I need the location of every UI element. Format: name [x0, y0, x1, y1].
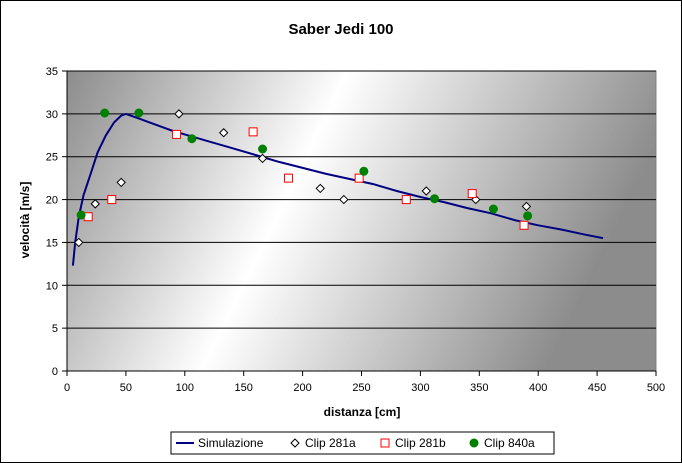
- x-tick-label: 350: [470, 382, 488, 394]
- data-point: [467, 189, 477, 199]
- x-tick-label: 300: [411, 382, 429, 394]
- data-point: [283, 173, 293, 183]
- y-tick-label: 10: [46, 280, 58, 292]
- legend-item: Clip 281b: [380, 436, 446, 450]
- y-tick-label: 20: [46, 195, 58, 207]
- x-tick-label: 450: [588, 382, 606, 394]
- data-point: [421, 186, 431, 196]
- data-point: [107, 195, 117, 205]
- series-clip-840a: [76, 108, 533, 221]
- series-clip-281b: [83, 127, 529, 230]
- data-point: [257, 153, 268, 164]
- plot-area: [66, 70, 657, 372]
- data-point: [90, 199, 100, 209]
- y-tick-label: 35: [46, 66, 58, 78]
- series-layer: [71, 108, 604, 266]
- data-point: [521, 201, 532, 212]
- y-axis-ticks: 0 5 10 15 20 25 30 35: [46, 66, 67, 378]
- legend-swatch: [469, 438, 479, 448]
- x-tick-label: 200: [293, 382, 311, 394]
- series-simulazione: [71, 112, 604, 266]
- x-axis-ticks: 0 50 100 150 200 250 300 350 400 450 500: [64, 371, 665, 394]
- legend-box: [170, 431, 555, 455]
- legend-item: Simulazione: [176, 436, 264, 450]
- data-point: [174, 109, 184, 119]
- x-tick-label: 500: [647, 382, 665, 394]
- data-point: [401, 195, 411, 205]
- y-tick-label: 25: [46, 152, 58, 164]
- y-axis-title: velocità [m/s]: [18, 182, 32, 259]
- chart-title: Saber Jedi 100: [288, 21, 393, 38]
- data-point: [248, 127, 258, 137]
- x-axis-title: distanza [cm]: [324, 405, 401, 419]
- series-clip-281a: [74, 109, 532, 248]
- x-tick-label: 400: [529, 382, 547, 394]
- legend-label: Clip 281b: [395, 436, 446, 450]
- data-point: [74, 237, 84, 248]
- data-point: [100, 108, 110, 118]
- data-point: [339, 194, 349, 205]
- data-point: [116, 177, 126, 188]
- legend-swatch: [380, 438, 390, 448]
- data-point: [359, 166, 369, 176]
- y-tick-label: 15: [46, 237, 58, 249]
- grid-lines: [67, 70, 656, 329]
- x-tick-label: 0: [64, 382, 70, 394]
- x-tick-label: 50: [120, 382, 132, 394]
- data-point: [523, 211, 533, 221]
- x-tick-label: 250: [352, 382, 370, 394]
- data-point: [488, 204, 498, 214]
- data-point: [430, 194, 440, 204]
- data-point: [354, 173, 364, 183]
- y-tick-label: 5: [52, 323, 58, 335]
- data-point: [258, 144, 268, 154]
- series-line: [71, 112, 604, 266]
- legend-label: Clip 840a: [484, 436, 535, 450]
- legend-label: Clip 281a: [305, 436, 356, 450]
- legend-label: Simulazione: [198, 436, 264, 450]
- legend: Simulazione Clip 281a Clip 281b Clip 840a: [170, 431, 555, 455]
- x-tick-label: 100: [176, 382, 194, 394]
- data-point: [187, 134, 197, 144]
- data-point: [172, 129, 182, 139]
- legend-item: Clip 281a: [290, 436, 356, 450]
- y-tick-label: 0: [52, 366, 58, 378]
- legend-swatch: [290, 438, 300, 448]
- data-point: [76, 210, 86, 220]
- data-point: [218, 128, 229, 138]
- x-tick-label: 150: [235, 382, 253, 394]
- data-point: [315, 183, 325, 194]
- legend-item: Clip 840a: [469, 436, 535, 450]
- y-tick-label: 30: [46, 109, 58, 121]
- data-point: [134, 108, 144, 118]
- data-point: [519, 220, 529, 230]
